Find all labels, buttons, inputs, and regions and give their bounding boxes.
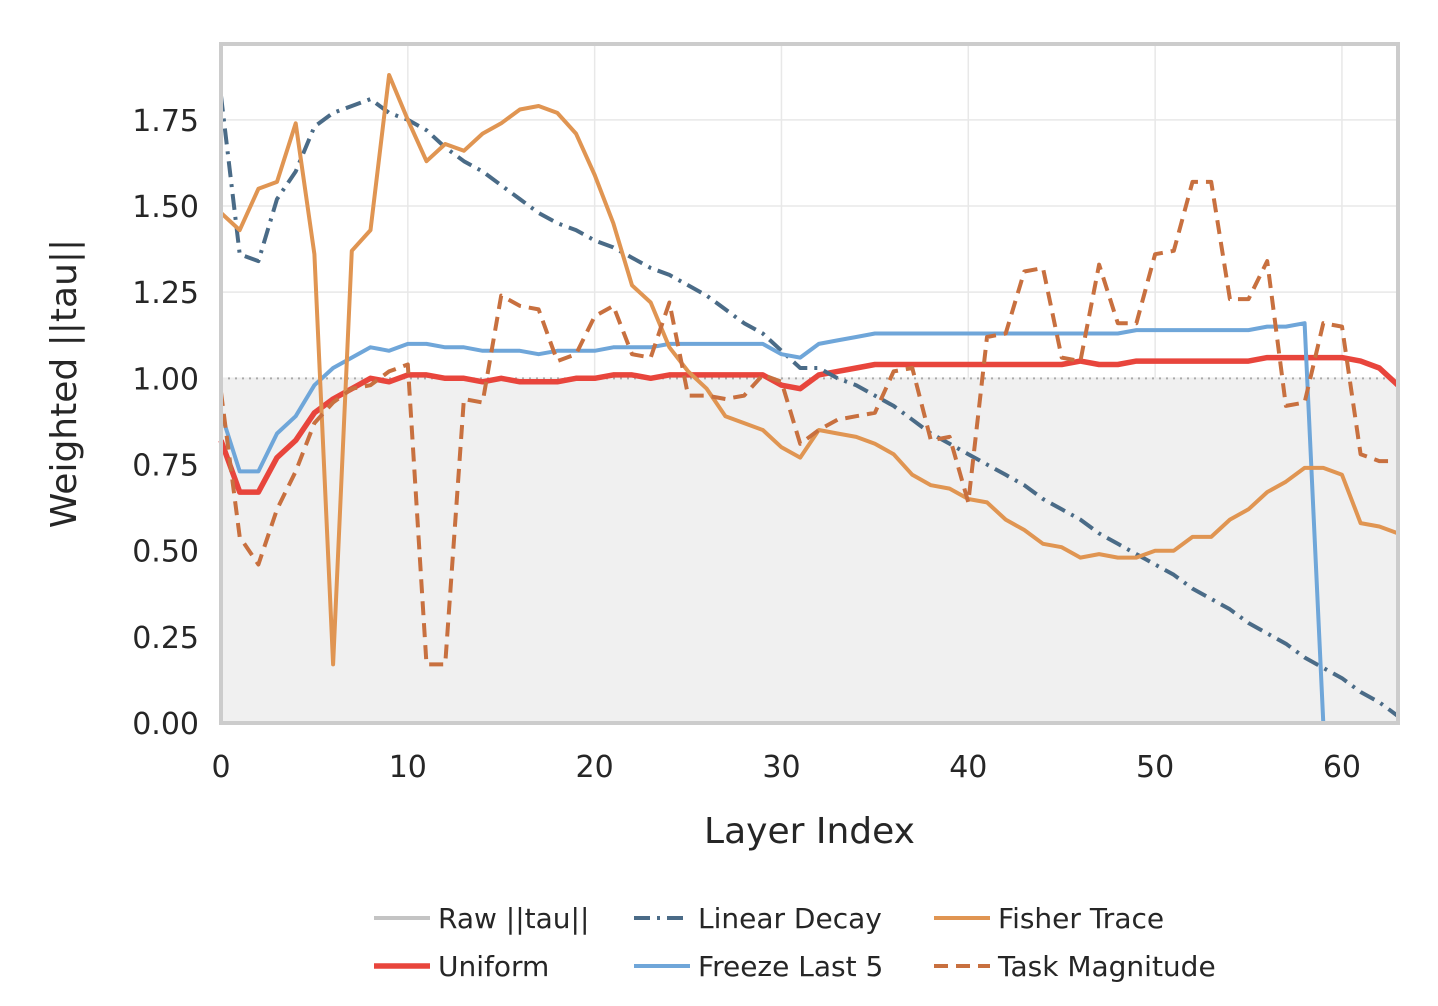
legend-label-task-magnitude: Task Magnitude bbox=[997, 950, 1216, 983]
x-tick-label: 50 bbox=[1136, 750, 1174, 785]
fill-raw-tau bbox=[221, 378, 1398, 723]
y-tick-label: 0.25 bbox=[132, 621, 199, 656]
y-tick-label: 1.75 bbox=[132, 104, 199, 139]
y-tick-label: 0.00 bbox=[132, 707, 199, 742]
x-tick-label: 10 bbox=[389, 750, 427, 785]
y-tick-labels: 0.00 0.25 0.50 0.75 1.00 1.25 1.50 1.75 bbox=[132, 104, 199, 742]
y-axis-label: Weighted ||tau|| bbox=[44, 239, 85, 528]
series-freeze-last-5 bbox=[219, 321, 1326, 724]
y-tick-label: 1.00 bbox=[132, 362, 199, 397]
legend: Raw ||tau|| Uniform Linear Decay Freeze Las… bbox=[374, 902, 1216, 983]
raw-tau-fill bbox=[221, 378, 1398, 723]
y-tick-label: 1.50 bbox=[132, 190, 199, 225]
series-task-magnitude bbox=[219, 179, 1398, 667]
x-tick-label: 20 bbox=[576, 750, 614, 785]
x-tick-label: 0 bbox=[211, 750, 230, 785]
series-linear-decay bbox=[219, 95, 1400, 718]
x-tick-labels: 0 10 20 30 40 50 60 bbox=[211, 750, 1361, 785]
y-tick-label: 0.75 bbox=[132, 448, 199, 483]
x-tick-label: 40 bbox=[949, 750, 987, 785]
plot-frame bbox=[219, 42, 1400, 725]
x-tick-label: 30 bbox=[762, 750, 800, 785]
x-tick-label: 60 bbox=[1323, 750, 1361, 785]
legend-label-freeze-last-5: Freeze Last 5 bbox=[698, 950, 883, 983]
series-uniform bbox=[218, 354, 1400, 495]
y-tick-label: 1.25 bbox=[132, 276, 199, 311]
legend-label-raw-tau: Raw ||tau|| bbox=[438, 902, 589, 935]
series-fisher-trace bbox=[219, 73, 1399, 667]
legend-label-linear-decay: Linear Decay bbox=[698, 902, 882, 935]
legend-label-uniform: Uniform bbox=[438, 950, 549, 983]
x-axis-label: Layer Index bbox=[704, 811, 915, 852]
legend-label-fisher-trace: Fisher Trace bbox=[998, 902, 1164, 935]
y-tick-label: 0.50 bbox=[132, 535, 199, 570]
series-lines bbox=[218, 73, 1400, 724]
